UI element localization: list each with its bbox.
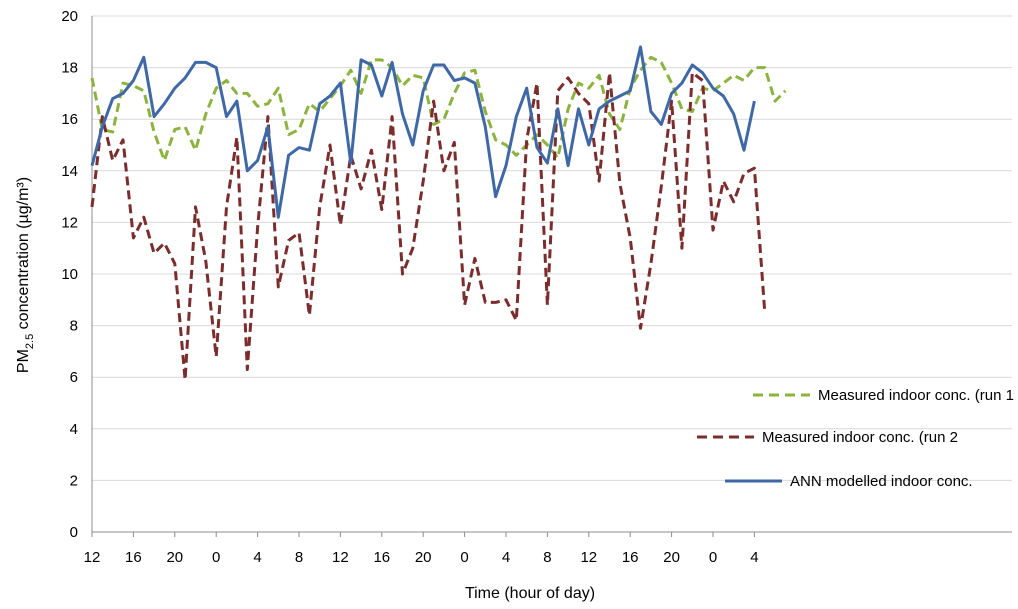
y-axis-title-subscript: 2.5 [24,334,36,349]
x-tick-label: 12 [84,549,101,566]
y-tick-label: 6 [70,369,78,386]
x-tick-label: 20 [415,549,432,566]
y-tick-label: 2 [70,472,78,489]
y-tick-label: 10 [61,266,78,283]
x-tick-label: 16 [373,549,390,566]
x-tick-label: 16 [125,549,142,566]
x-tick-label: 16 [622,549,639,566]
gridlines [91,15,1012,533]
y-tick-label: 4 [70,421,78,438]
x-tick-label: 12 [332,549,349,566]
legend-label-run1: Measured indoor conc. (run 1 [818,387,1014,404]
x-tick-label: 12 [580,549,597,566]
legend: Measured indoor conc. (run 1 Measured in… [697,387,1014,490]
y-axis-title: PM2.5 concentration (µg/m³) [15,177,36,373]
series-run2-line [90,71,767,382]
x-tick-label: 8 [295,549,303,566]
x-tick-label: 0 [212,549,220,566]
y-tick-label: 0 [70,524,78,541]
y-axis-title-main: PM [15,349,32,373]
y-tick-label: 14 [61,163,78,180]
x-tick-label: 20 [166,549,183,566]
x-axis-ticks: 12 16 20 0 4 8 12 16 20 0 4 8 12 16 20 0 4 [84,532,759,566]
series-ann-line [90,45,756,219]
y-tick-label: 18 [61,60,78,77]
y-tick-label: 8 [70,318,78,335]
x-axis-title: Time (hour of day) [465,585,595,602]
legend-label-run2: Measured indoor conc. (run 2 [762,429,958,446]
y-axis-title-rest: concentration (µg/m³) [15,177,32,334]
y-tick-label: 20 [61,8,78,25]
x-tick-label: 4 [253,549,261,566]
series-lines [90,45,787,382]
x-tick-label: 20 [663,549,680,566]
x-tick-label: 0 [460,549,468,566]
y-tick-label: 12 [61,214,78,231]
series-run1-line [90,55,787,162]
x-tick-label: 4 [750,549,758,566]
x-tick-label: 0 [709,549,717,566]
y-axis-ticks: 0 2 4 6 8 10 12 14 16 18 20 [61,8,78,541]
x-tick-label: 4 [502,549,510,566]
legend-label-ann: ANN modelled indoor conc. [790,473,973,490]
x-tick-label: 8 [543,549,551,566]
y-tick-label: 16 [61,111,78,128]
